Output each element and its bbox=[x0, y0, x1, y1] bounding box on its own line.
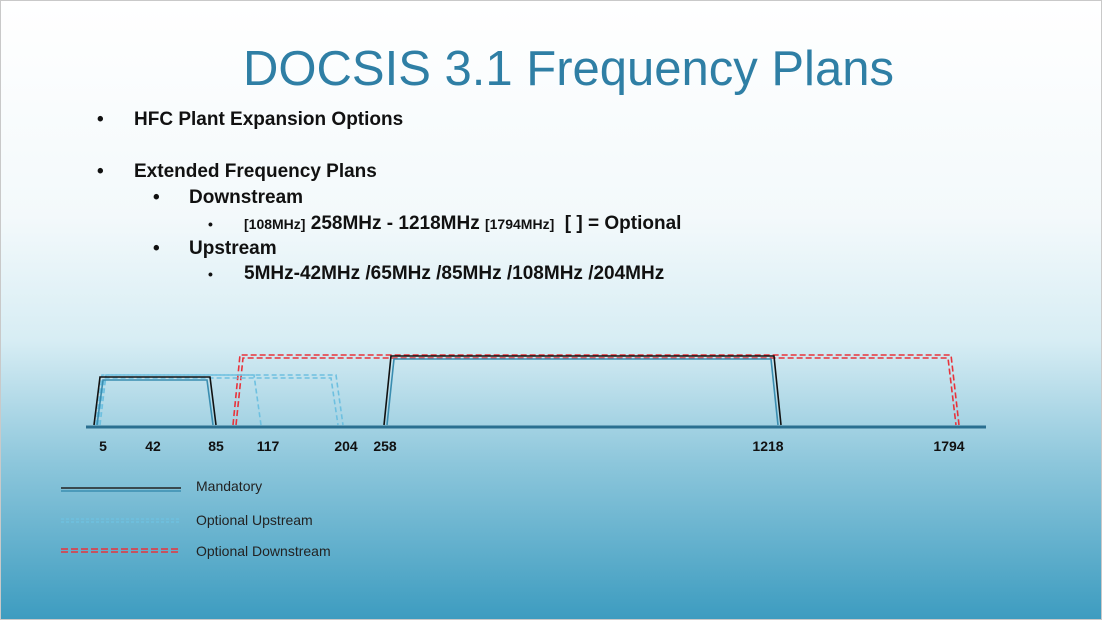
mandatory-upstream bbox=[93, 376, 217, 426]
title: DOCSIS 3.1 Frequency Plans bbox=[243, 42, 894, 96]
text: [108MHz] bbox=[244, 216, 306, 232]
bullet-dot: • bbox=[153, 238, 160, 259]
text: [ ] = Optional bbox=[564, 213, 682, 234]
mandatory-downstream bbox=[386, 358, 779, 426]
legend-label: Optional Upstream bbox=[196, 512, 313, 528]
text: [1794MHz] bbox=[484, 216, 555, 232]
optional-upstream bbox=[99, 374, 344, 426]
axis-label: 42 bbox=[145, 438, 161, 454]
bullet: HFC Plant Expansion Options bbox=[134, 109, 404, 130]
optional-upstream bbox=[95, 374, 262, 426]
axis-label: 258 bbox=[373, 438, 397, 454]
axis-label: 5 bbox=[99, 438, 107, 454]
bullet-dot: • bbox=[97, 109, 104, 130]
mandatory-downstream bbox=[383, 355, 782, 426]
axis-label: 204 bbox=[334, 438, 358, 454]
bullet: Extended Frequency Plans bbox=[134, 161, 377, 182]
bullet: [108MHz] 258MHz - 1218MHz [1794MHz] [ ] … bbox=[244, 213, 681, 235]
bullet-dot: • bbox=[208, 216, 213, 232]
bullet-dot: • bbox=[208, 266, 213, 282]
axis-label: 1218 bbox=[752, 438, 783, 454]
legend-label: Mandatory bbox=[196, 478, 263, 494]
legend-label: Optional Downstream bbox=[196, 543, 331, 559]
text: 258MHz - 1218MHz bbox=[310, 213, 480, 234]
optional-downstream bbox=[235, 357, 957, 426]
axis-label: 1794 bbox=[933, 438, 964, 454]
axis-label: 117 bbox=[257, 438, 280, 454]
optional-downstream bbox=[232, 354, 960, 426]
bullet: Upstream bbox=[189, 238, 277, 259]
bullet: Downstream bbox=[189, 187, 304, 208]
optional-upstream bbox=[97, 377, 339, 426]
mandatory-upstream bbox=[96, 379, 214, 426]
bullet-dot: • bbox=[97, 161, 104, 182]
bullet: 5MHz-42MHz /65MHz /85MHz /108MHz /204MHz bbox=[244, 263, 665, 284]
axis-label: 85 bbox=[208, 438, 224, 454]
bullet-dot: • bbox=[153, 187, 160, 208]
